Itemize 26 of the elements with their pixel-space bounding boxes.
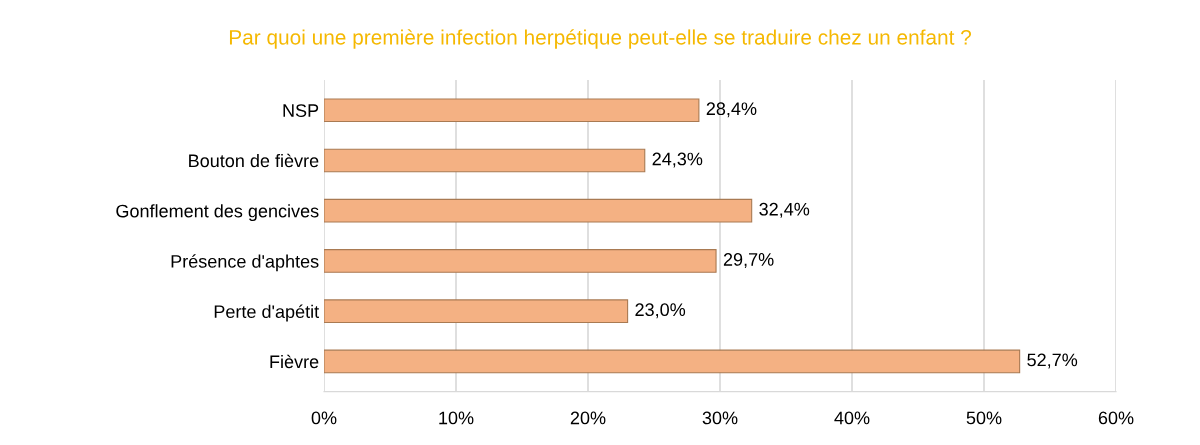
data-label: 29,7% xyxy=(723,253,774,268)
data-label: 24,3% xyxy=(652,152,703,168)
x-tick-label: 10% xyxy=(439,411,474,425)
bar xyxy=(324,198,753,223)
data-label: 23,0% xyxy=(635,303,686,319)
data-label: 28,4% xyxy=(706,102,757,118)
bar xyxy=(324,148,646,173)
bar xyxy=(324,98,700,123)
y-tick-label: NSP xyxy=(283,104,319,117)
y-tick-label: Présence d'aphtes xyxy=(171,254,319,272)
x-tick-label: 0% xyxy=(311,411,337,425)
data-label: 52,7% xyxy=(1027,353,1078,369)
bar xyxy=(324,249,717,273)
data-label: 32,4% xyxy=(759,202,810,218)
x-tick-label: 30% xyxy=(702,411,738,425)
y-tick-label: Fièvre xyxy=(270,354,319,369)
y-tick-label: Gonflement des gencives xyxy=(116,204,319,222)
x-tick-label: 60% xyxy=(1098,411,1134,425)
y-tick-label: Perte d'apétit xyxy=(214,304,320,322)
x-tick-label: 20% xyxy=(570,411,606,425)
chart-title: Par quoi une première infection herpétique peut-elle se traduire chez un enfant ? xyxy=(229,29,972,49)
x-tick-label: 40% xyxy=(834,411,870,425)
bar xyxy=(324,349,1021,374)
y-tick-label: Bouton de fièvre xyxy=(189,153,319,168)
x-tick-label: 50% xyxy=(966,411,1002,425)
bar xyxy=(324,299,629,324)
